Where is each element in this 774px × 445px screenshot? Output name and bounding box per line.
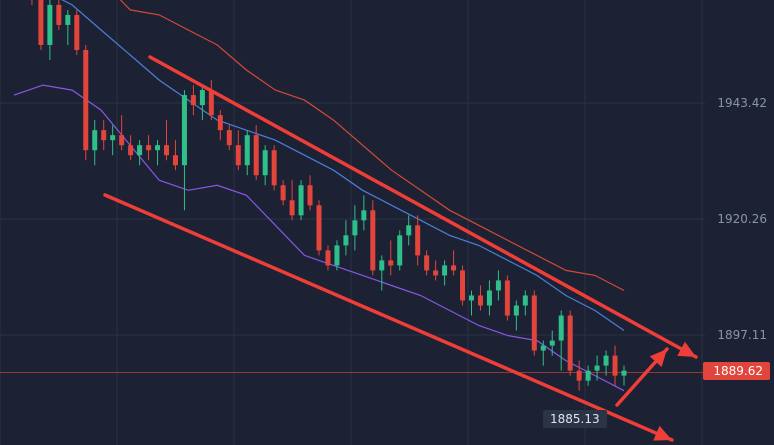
candle-body: [289, 200, 295, 216]
candle-body: [397, 235, 403, 266]
candle-body: [190, 95, 196, 106]
candle-body: [181, 95, 187, 166]
candle-body: [469, 295, 474, 301]
candle-body: [603, 355, 609, 366]
current-price-badge: 1889.62: [703, 362, 770, 380]
upper-trend-arrow-head: [677, 341, 696, 357]
candle-body: [137, 145, 143, 156]
candle-body: [226, 130, 232, 146]
upper-trend-arrow: [148, 55, 698, 359]
candle-body: [253, 135, 259, 176]
candle-body: [594, 365, 600, 371]
candle-body: [316, 205, 322, 251]
upper-band-line: [119, 0, 625, 292]
candle-body: [379, 260, 385, 271]
candle-body: [370, 210, 376, 271]
candle-body: [424, 255, 430, 271]
low-marker-badge: 1885.13: [543, 410, 607, 428]
candle-body: [549, 340, 555, 346]
candle-body: [262, 150, 268, 176]
candle-body: [119, 135, 125, 146]
candle-body: [47, 4, 53, 45]
lower-trend-arrow: [103, 193, 674, 442]
candle-body: [146, 145, 152, 151]
candle-body: [235, 145, 241, 166]
candle-body: [280, 185, 286, 201]
candle-body: [415, 225, 421, 256]
candle-body: [531, 295, 537, 351]
candle-body: [199, 90, 205, 106]
candle-body: [271, 150, 277, 186]
candle-body: [477, 295, 483, 306]
candle-body: [352, 220, 358, 236]
candle-body: [406, 225, 412, 236]
candle-body: [298, 185, 304, 216]
candle-body: [451, 265, 457, 271]
candle-body: [217, 115, 223, 131]
candle-body: [56, 4, 62, 25]
lower-trend-arrow-head: [653, 425, 672, 441]
candle-body: [164, 145, 169, 156]
candle-body: [325, 250, 331, 266]
candle-body: [540, 345, 546, 351]
y-tick-label: 1920.26: [717, 212, 767, 226]
candle-body: [442, 265, 448, 276]
y-tick-label: 1943.42: [717, 96, 767, 110]
candle-body: [128, 145, 134, 156]
lower-band-line: [13, 84, 625, 392]
candle-body: [558, 315, 564, 341]
y-tick-label: 1897.11: [717, 328, 767, 342]
candle-body: [101, 130, 107, 141]
rebound-arrow-head: [649, 349, 667, 368]
candle-body: [504, 280, 510, 316]
candle-body: [74, 14, 80, 50]
candle-body: [495, 280, 501, 291]
y-axis: 1943.42 1920.26 1897.11: [717, 96, 767, 342]
candle-body: [155, 145, 161, 151]
indicator-bands: [13, 0, 625, 392]
candles: [31, 0, 627, 391]
candle-body: [110, 135, 116, 141]
candle-body: [388, 260, 394, 266]
candle-body: [433, 270, 439, 276]
candle-body: [522, 295, 528, 306]
candle-body: [576, 370, 582, 381]
candle-body: [65, 14, 71, 25]
candle-body: [38, 0, 44, 45]
middle-band-line: [61, 0, 625, 331]
candle-body: [172, 155, 178, 166]
trend-lines: [103, 55, 698, 442]
candle-body: [567, 315, 573, 371]
candle-body: [334, 245, 340, 266]
candle-body: [92, 130, 98, 151]
candle-body: [621, 370, 627, 376]
candle-body: [513, 305, 519, 316]
candle-body: [307, 185, 313, 206]
candle-body: [612, 355, 618, 376]
candle-body: [486, 290, 492, 306]
candle-body: [208, 90, 214, 116]
candle-body: [343, 235, 349, 246]
candle-body: [361, 210, 367, 221]
candle-body: [83, 49, 89, 151]
candle-body: [585, 370, 591, 381]
candle-body: [460, 270, 466, 301]
candle-body: [244, 135, 250, 166]
